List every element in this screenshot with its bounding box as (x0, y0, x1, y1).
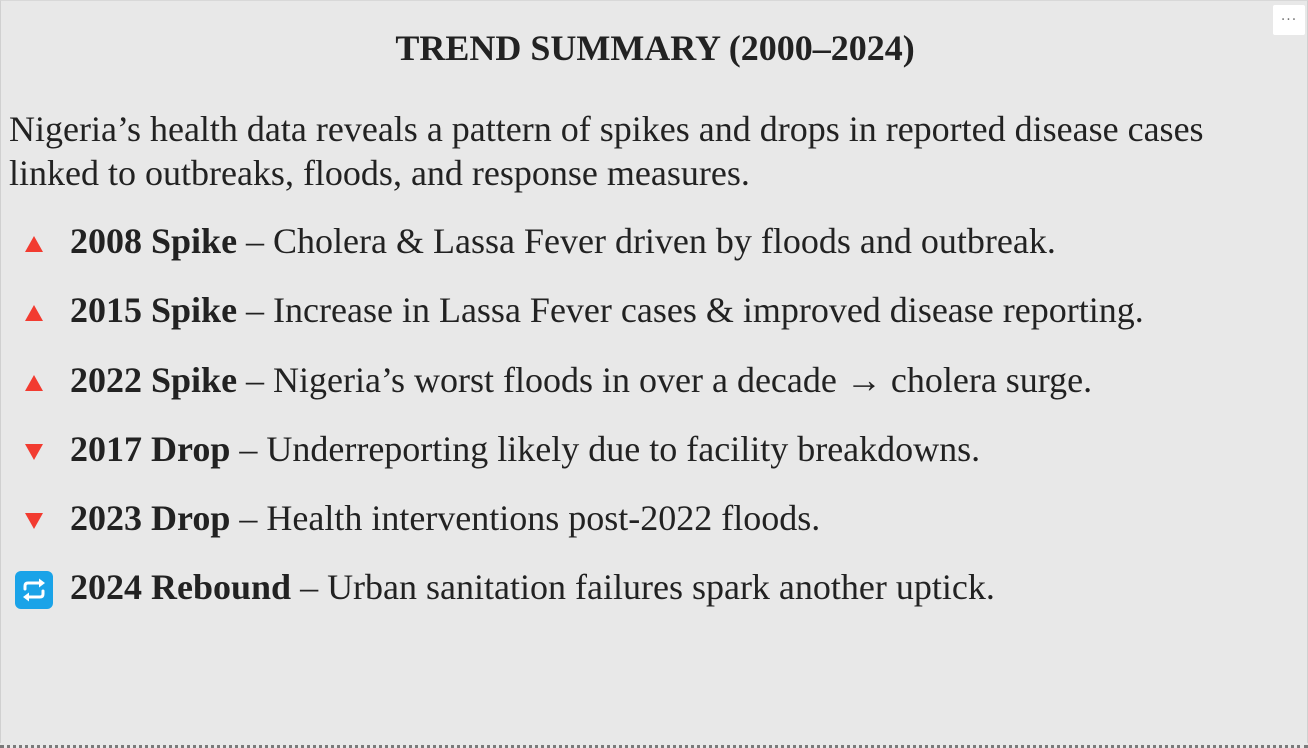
list-item-label: 2023 Drop (70, 498, 231, 539)
down-triangle-icon (15, 433, 53, 471)
list-item-label: 2015 Spike (70, 290, 238, 331)
list-item-label: 2022 Spike (70, 359, 238, 400)
list-item-description: – Cholera & Lassa Fever driven by floods… (237, 221, 1056, 261)
up-triangle-icon (15, 364, 53, 402)
list-item-description: – Health interventions post-2022 floods. (230, 498, 821, 539)
down-triangle-icon (15, 502, 53, 540)
list-item: 2008 Spike – Cholera & Lassa Fever drive… (1, 219, 1301, 288)
list-item-description: – Underreporting likely due to facility … (230, 428, 981, 469)
list-item-text: 2024 Rebound – Urban sanitation failures… (70, 565, 995, 609)
list-item-text: 2022 Spike – Nigeria’s worst floods in o… (70, 358, 1092, 402)
page-title: TREND SUMMARY (2000–2024) (395, 28, 915, 68)
list-item: 2023 Drop – Health interventions post-20… (1, 496, 1301, 565)
list-item: 2017 Drop – Underreporting likely due to… (1, 427, 1301, 496)
intro-paragraph: Nigeria’s health data reveals a pattern … (9, 109, 1204, 193)
list-item-label: 2008 Spike (70, 221, 238, 261)
list-item-text: 2017 Drop – Underreporting likely due to… (70, 427, 980, 471)
list-item-text: 2008 Spike – Cholera & Lassa Fever drive… (70, 219, 1056, 263)
list-item-text: 2023 Drop – Health interventions post-20… (70, 496, 820, 540)
more-options-icon: ··· (1280, 12, 1298, 28)
list-item-description: – Increase in Lassa Fever cases & improv… (237, 290, 1144, 331)
bottom-divider (0, 745, 1308, 748)
list-item: 2024 Rebound – Urban sanitation failures… (1, 565, 1301, 634)
list-item: 2015 Spike – Increase in Lassa Fever cas… (1, 288, 1301, 357)
up-triangle-icon (15, 294, 53, 332)
list-item-text: 2015 Spike – Increase in Lassa Fever cas… (70, 288, 1144, 332)
list-item-description: – Nigeria’s worst floods in over a decad… (237, 359, 1093, 400)
trend-list: 2008 Spike – Cholera & Lassa Fever drive… (1, 219, 1301, 635)
list-item: 2022 Spike – Nigeria’s worst floods in o… (1, 358, 1301, 427)
list-item-label: 2017 Drop (70, 428, 231, 469)
list-item-description: – Urban sanitation failures spark anothe… (291, 567, 995, 608)
repeat-icon (15, 571, 53, 610)
up-triangle-icon (15, 225, 53, 263)
more-options-button[interactable]: ··· (1273, 5, 1305, 35)
list-item-label: 2024 Rebound (70, 567, 292, 608)
